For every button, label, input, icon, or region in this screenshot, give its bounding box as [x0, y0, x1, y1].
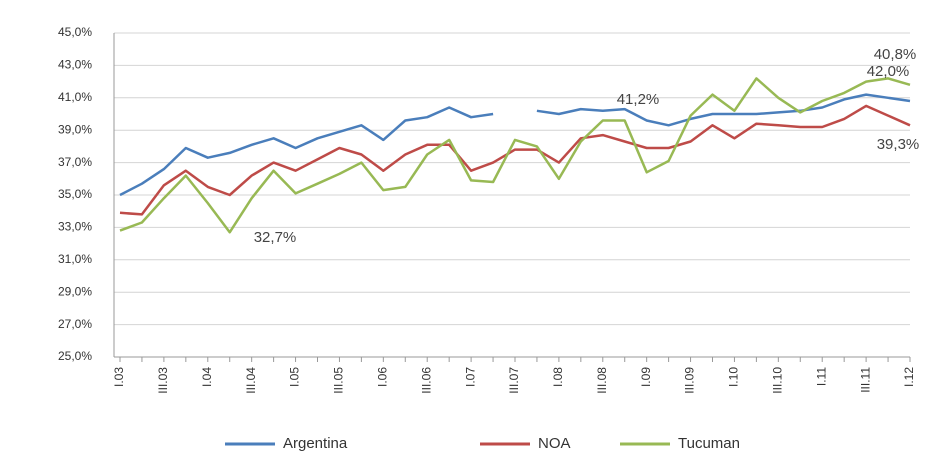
annotation: 42,0% [867, 63, 910, 80]
legend-label: Tucuman [678, 435, 740, 452]
x-tick-label: III.10 [771, 367, 785, 394]
y-tick-label: 31,0% [58, 252, 92, 266]
y-tick-label: 35,0% [58, 187, 92, 201]
x-tick-label: I.11 [814, 367, 828, 386]
y-tick-label: 41,0% [58, 90, 92, 104]
annotation: 41,2% [617, 91, 660, 108]
annotation: 32,7% [254, 229, 297, 246]
x-tick-label: III.08 [595, 367, 609, 394]
series-line [119, 104, 911, 216]
legend-label: Argentina [283, 435, 348, 452]
x-tick-label: III.03 [156, 367, 170, 394]
y-tick-label: 33,0% [58, 220, 92, 234]
x-tick-label: I.08 [551, 367, 565, 387]
annotation: 39,3% [877, 136, 920, 153]
x-tick-label: I.03 [112, 367, 126, 387]
x-tick-label: III.05 [332, 367, 346, 394]
x-tick-label: I.07 [463, 367, 477, 387]
series-line [119, 77, 911, 234]
y-tick-label: 45,0% [58, 25, 92, 39]
series-line [119, 93, 911, 197]
y-tick-label: 29,0% [58, 284, 92, 298]
x-tick-label: I.10 [727, 367, 741, 387]
y-tick-label: 37,0% [58, 155, 92, 169]
annotation: 40,8% [874, 46, 917, 63]
y-tick-label: 27,0% [58, 317, 92, 331]
y-tick-label: 39,0% [58, 122, 92, 136]
legend-label: NOA [538, 435, 571, 452]
x-tick-label: III.11 [858, 367, 872, 393]
x-tick-label: III.07 [507, 367, 521, 394]
x-tick-label: I.09 [639, 367, 653, 387]
x-tick-label: III.06 [419, 367, 433, 394]
x-tick-label: III.04 [244, 367, 258, 394]
y-tick-label: 43,0% [58, 58, 92, 72]
x-tick-label: I.05 [288, 367, 302, 387]
x-tick-label: I.04 [200, 367, 214, 387]
y-tick-label: 25,0% [58, 349, 92, 363]
x-tick-label: III.09 [683, 367, 697, 394]
x-tick-label: I.06 [376, 367, 390, 387]
x-tick-label: I.12 [902, 367, 916, 387]
